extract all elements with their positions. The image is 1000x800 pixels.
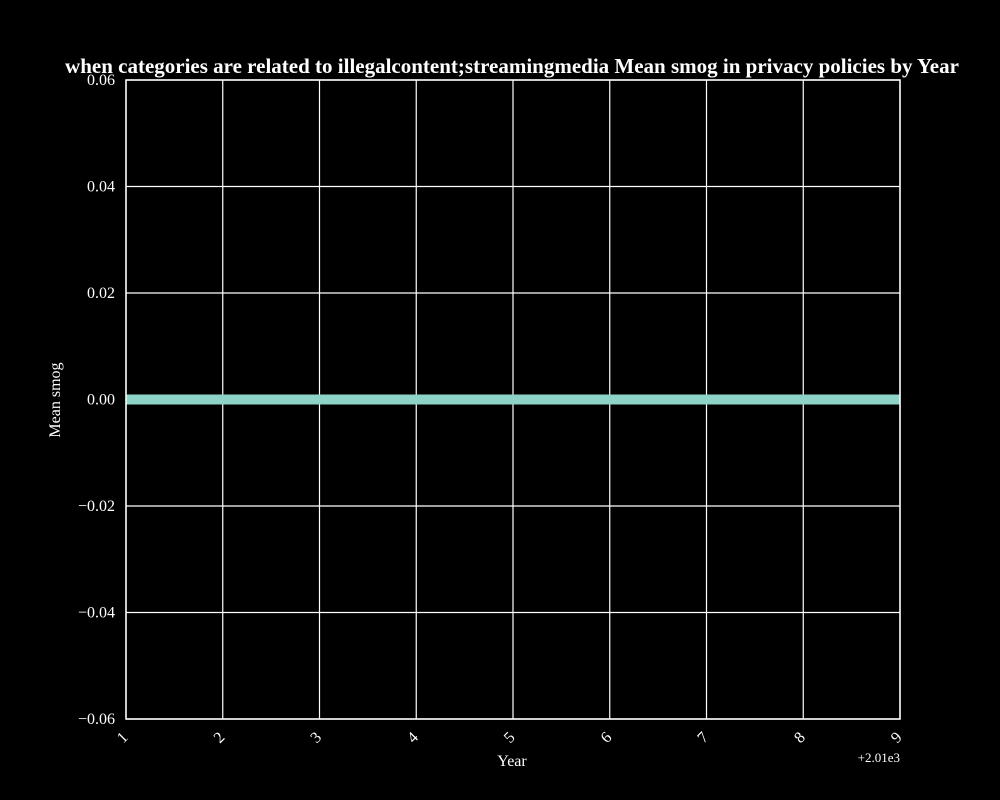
y-tick-label: 0.02 bbox=[87, 285, 115, 302]
x-axis-offset-label: +2.01e3 bbox=[858, 750, 900, 765]
chart-title: when categories are related to illegalco… bbox=[65, 54, 959, 78]
y-tick-label: 0.00 bbox=[87, 392, 115, 409]
y-tick-label: 0.06 bbox=[87, 72, 115, 89]
y-axis-label: Mean smog bbox=[47, 362, 64, 437]
y-axis-ticks: 0.06 0.04 0.02 0.00 −0.02 −0.04 −0.06 bbox=[78, 72, 115, 728]
y-tick-label: −0.04 bbox=[78, 605, 115, 622]
y-tick-label: −0.02 bbox=[78, 498, 115, 515]
y-tick-label: −0.06 bbox=[78, 711, 115, 728]
plot-frame bbox=[125, 79, 901, 720]
y-tick-label: 0.04 bbox=[87, 179, 115, 196]
x-axis-label: Year bbox=[497, 753, 527, 770]
